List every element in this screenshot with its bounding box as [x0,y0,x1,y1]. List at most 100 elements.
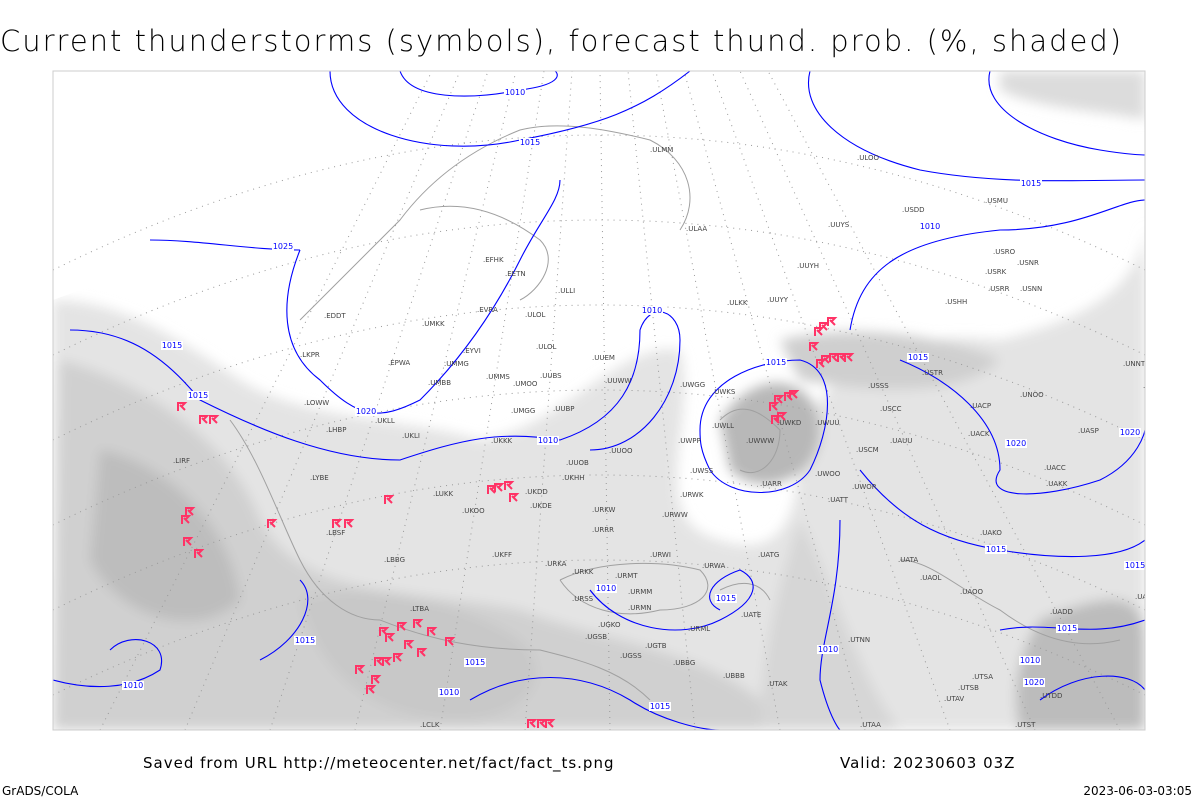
source-url-text: Saved from URL http://meteocenter.net/fa… [143,754,615,772]
isobar-1015-south [53,639,163,688]
isobar-label: 1020 [355,407,377,416]
lat-lon-grid [53,71,1145,730]
station-label: .UNBB [1143,382,1165,390]
station-label: .UAOO [960,588,984,596]
svg-text:1015: 1015 [908,353,928,362]
svg-text:1015: 1015 [520,138,540,147]
thunderstorm-icon [427,627,438,636]
station-label: .URWI [650,551,671,559]
svg-text:1010: 1010 [123,681,143,690]
thunderstorm-icon [809,342,820,351]
station-label: .UATG [758,551,779,559]
isobar-label: 1015 [649,702,671,711]
thunderstorm-icon [417,648,428,657]
isobar-label: 1020 [1023,678,1045,687]
station-label: .UKOO [462,507,485,515]
station-label: .LYBE [310,474,329,482]
station-label: .UWOO [815,470,841,478]
station-label: .UAUU [890,437,912,445]
svg-text:1020: 1020 [1024,678,1044,687]
thunderstorm-icon [829,353,840,362]
shade-mid-south [53,360,780,730]
shade-light-arctic [1000,71,1145,120]
station-label: .UAKK [1046,480,1068,488]
station-label: .UUYH [797,262,819,270]
svg-text:1025: 1025 [273,242,293,251]
station-label: .UMMS [486,373,510,381]
isobar-label: 1010 [919,222,941,231]
isobar-label: 1020 [1005,439,1027,448]
station-label: .UTAV [944,695,964,703]
isobar-1010-balkans [259,579,309,661]
thunderstorm-icon [769,402,780,411]
station-label: .URRR [592,526,614,534]
station-label: .URMT [615,572,638,580]
station-label: .UUYS [828,221,850,229]
thunderstorm-icon [177,402,188,411]
station-label: .UACK [968,430,990,438]
map-white-corner [53,71,370,300]
svg-text:1010: 1010 [505,88,525,97]
svg-text:1010: 1010 [920,222,940,231]
thunderstorm-icon [844,353,855,362]
meridian-line [739,71,1036,730]
station-label: .USTR [922,369,943,377]
station-label: .UWGG [680,381,705,389]
station-label: .UATT [828,496,849,504]
station-label: .UGKO [598,621,621,629]
isobar-1015-turkey [469,676,721,730]
station-label: .UUEM [592,354,615,362]
station-label: .USHH [945,298,967,306]
thunderstorm-icon [819,322,830,331]
thunderstorm-icon [209,415,220,424]
station-label: .LKPR [300,351,320,359]
isobar-label: 1015 [1020,179,1042,188]
station-labels: .ULMM .ULOO .USDD .USMU .UUYS .ULAA .UUYH .USRO… [173,146,1165,729]
station-label: .UMGG [511,407,535,415]
station-label: .USCM [856,446,879,454]
isobar-1020-central [286,179,561,414]
station-label: .URSS [572,595,594,603]
station-label: .UWOR [852,483,877,491]
isobar-1010-north [399,71,558,97]
station-label: .LOWW [304,399,329,407]
station-label: .URML [688,625,710,633]
isobar-label: 1015 [294,636,316,645]
station-label: .URMN [628,604,652,612]
isobar-label: 1015 [985,545,1007,554]
station-label: .UMBB [428,379,451,387]
thunderstorm-icon [777,412,788,421]
svg-text:1015: 1015 [766,358,786,367]
station-label: .ULMM [650,146,673,154]
isobar-label: 1015 [187,391,209,400]
parallel-line [53,474,1145,611]
station-label: .ULAA [686,225,707,233]
isobar-label: 1020 [1119,428,1141,437]
isobar-label: 1015 [907,353,929,362]
isobar-label: 1010 [122,681,144,690]
station-label: .URKA [545,560,567,568]
software-credit: GrADS/COLA [2,784,79,798]
shade-dark-west [90,450,240,621]
station-label: .URWW [662,511,688,519]
svg-text:1015: 1015 [162,341,182,350]
isobar-label: 1010 [537,436,559,445]
station-label: .LUKK [433,490,453,498]
station-label: .LTBA [410,605,429,613]
station-label: .UWKD [777,419,801,427]
station-label: .UUOB [566,459,589,467]
station-label: .USSS [868,382,889,390]
station-label: .URMM [628,588,652,596]
station-label: .UWPP [678,437,701,445]
station-label: .LIRF [173,457,190,465]
isobar-label: 1010 [504,88,526,97]
thunderstorm-icon [413,619,424,628]
svg-text:1015: 1015 [465,658,485,667]
station-label: .UGSS [620,652,642,660]
meridian-line [524,71,573,730]
station-label: .URKW [592,506,616,514]
isobar-1015-ural [849,199,1145,331]
isobar-1015-east [899,359,1145,495]
thunderstorm-icon [393,653,404,662]
generated-timestamp: 2023-06-03-03:05 [1083,784,1192,798]
